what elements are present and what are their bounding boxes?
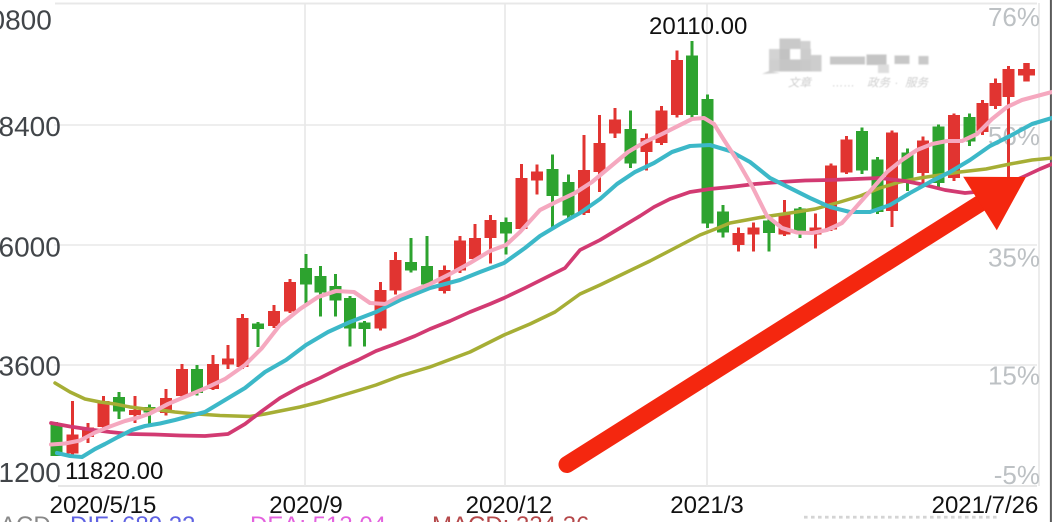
svg-text:文章: 文章	[788, 77, 812, 90]
svg-text:政务: 政务	[867, 77, 891, 90]
svg-text:8400: 8400	[0, 111, 61, 142]
svg-text:-5%: -5%	[994, 460, 1040, 490]
svg-text:2021/7/26: 2021/7/26	[932, 492, 1039, 519]
svg-text:11820.00: 11820.00	[65, 458, 163, 485]
svg-text:0800: 0800	[0, 5, 52, 36]
svg-text:2020/12: 2020/12	[466, 492, 553, 519]
svg-text:2021/3: 2021/3	[670, 492, 743, 519]
svg-text:2020/5/15: 2020/5/15	[50, 492, 157, 519]
svg-text:20110.00: 20110.00	[649, 13, 747, 40]
svg-text:35%: 35%	[988, 243, 1040, 273]
svg-text:……: ……	[832, 78, 855, 90]
svg-text:MACD: 334.36: MACD: 334.36	[432, 512, 589, 522]
svg-text:MACD: MACD	[0, 512, 51, 522]
svg-text:DIF: 689.22: DIF: 689.22	[70, 512, 195, 522]
svg-text:6000: 6000	[0, 232, 61, 263]
svg-text:76%: 76%	[988, 2, 1040, 32]
svg-text:服务: 服务	[905, 77, 929, 90]
svg-text:2020/9: 2020/9	[269, 492, 342, 519]
svg-text:·: ·	[895, 78, 899, 90]
svg-text:1200: 1200	[0, 457, 61, 488]
svg-text:DEA: 513.04: DEA: 513.04	[250, 512, 386, 522]
svg-text:15%: 15%	[988, 361, 1040, 391]
svg-text:3600: 3600	[0, 351, 61, 382]
